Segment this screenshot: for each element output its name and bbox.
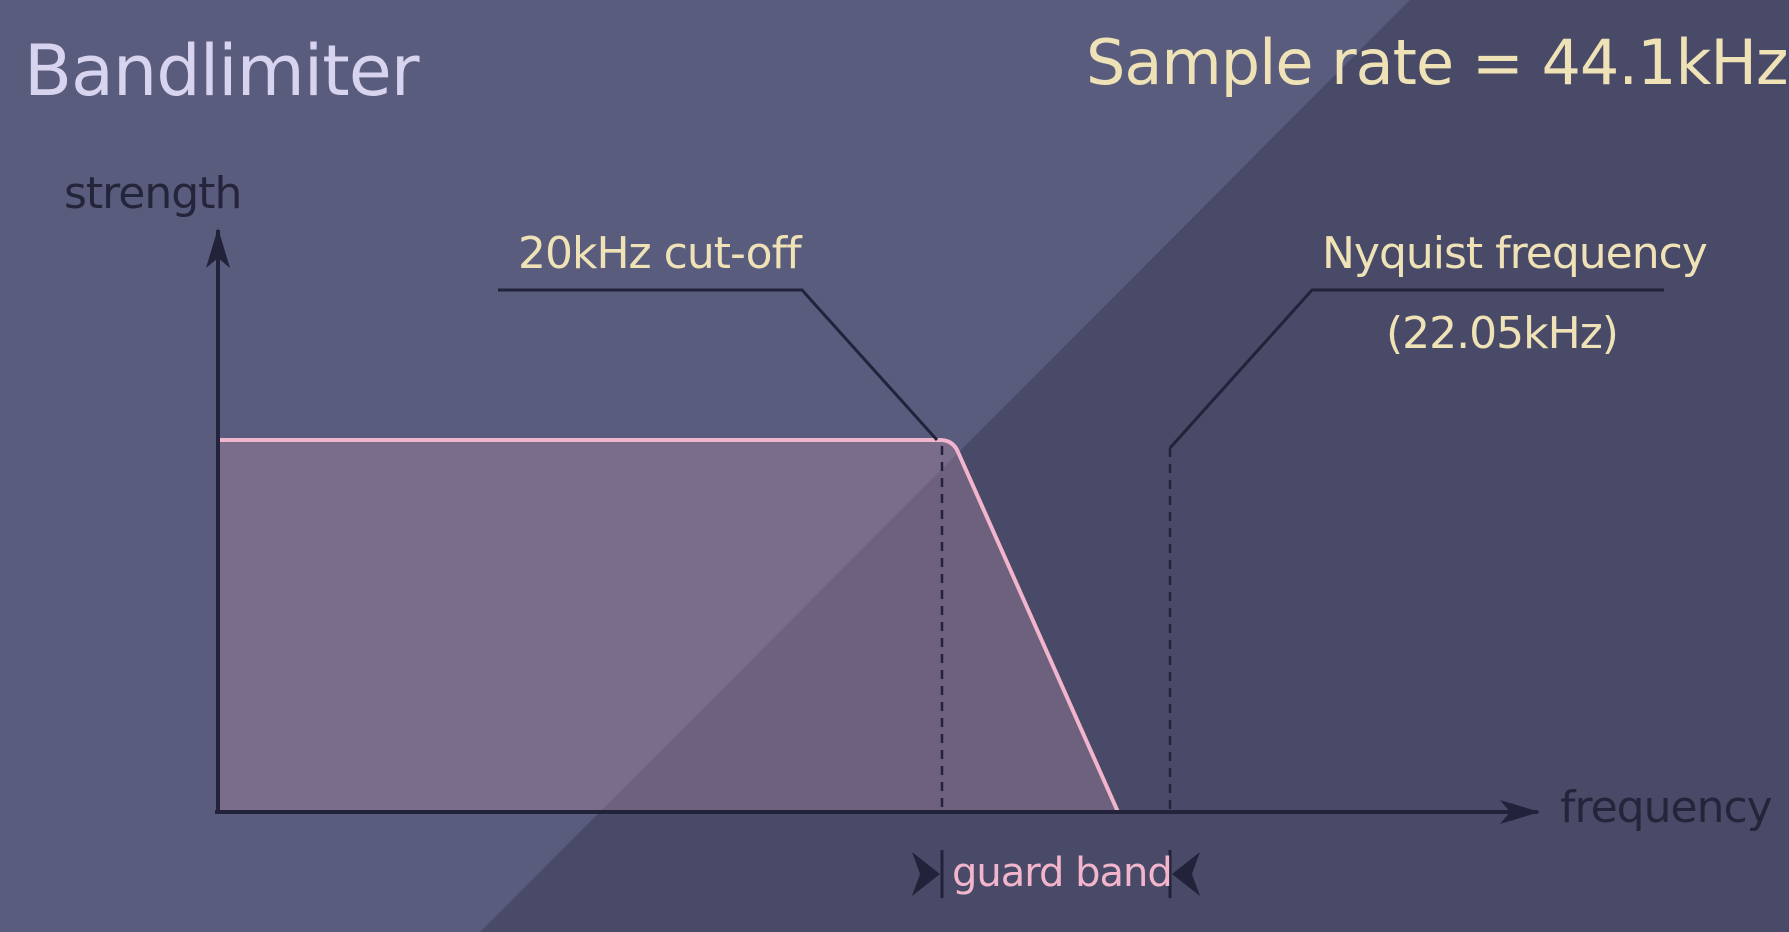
y-axis-label: strength	[64, 168, 242, 219]
sample-rate-label: Sample rate = 44.1kHz	[1086, 26, 1789, 99]
guard-band-bracket	[912, 850, 1200, 898]
nyquist-leader-line	[1168, 288, 1664, 450]
background-diagonal-band	[0, 0, 1410, 932]
guard-band-right-arrow-icon	[1172, 852, 1200, 896]
guard-band-label: guard band	[952, 850, 1173, 896]
nyquist-value-label: (22.05kHz)	[1386, 308, 1619, 359]
nyquist-label: Nyquist frequency	[1322, 228, 1708, 279]
cutoff-label: 20kHz cut-off	[518, 228, 802, 279]
filter-response-curve	[218, 438, 1120, 813]
passband-fill	[218, 440, 1118, 812]
guard-band-left-arrow-icon	[912, 852, 940, 896]
cutoff-leader-line	[498, 288, 939, 442]
x-axis-label: frequency	[1560, 782, 1773, 833]
diagram-title: Bandlimiter	[24, 30, 420, 112]
